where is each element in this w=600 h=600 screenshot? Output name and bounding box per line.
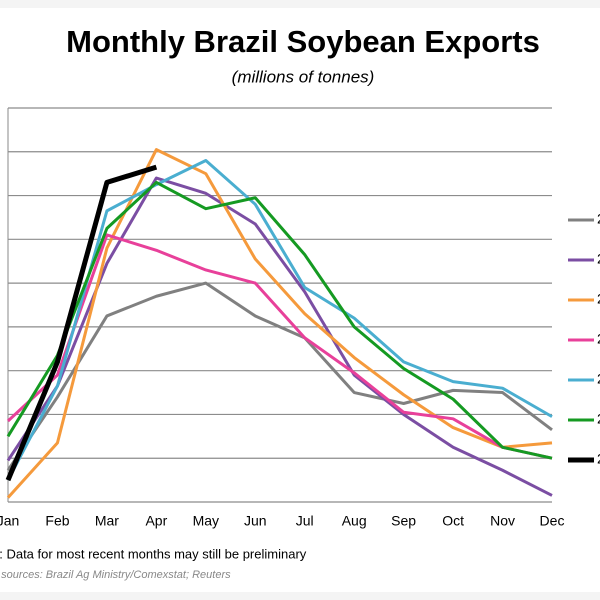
x-tick-label: Sep	[391, 513, 416, 529]
legend-label: 2	[597, 331, 600, 347]
x-tick-label: Oct	[442, 513, 464, 529]
x-tick-label: Jan	[0, 513, 19, 529]
x-tick-label: Jun	[244, 513, 267, 529]
chart-title: Monthly Brazil Soybean Exports	[66, 24, 540, 59]
x-tick-label: Feb	[45, 513, 69, 529]
source: n sources: Brazil Ag Ministry/Comexstat;…	[0, 569, 231, 581]
legend-label: 2	[597, 451, 600, 467]
x-tick-label: Jul	[296, 513, 314, 529]
chart-subtitle: (millions of tonnes)	[232, 67, 375, 86]
x-tick-label: May	[193, 513, 219, 529]
legend-label: 2	[597, 251, 600, 267]
series-line	[6, 159, 553, 481]
legend-label: 2	[597, 411, 600, 427]
legend-label: 2	[597, 291, 600, 307]
series-line	[6, 281, 553, 472]
series-line	[5, 164, 158, 482]
legend-label: 2	[597, 211, 600, 227]
series-line	[6, 180, 553, 460]
series-line	[6, 233, 553, 460]
x-tick-label: Apr	[145, 513, 167, 529]
legend-label: 2	[597, 371, 600, 387]
panel	[0, 8, 600, 592]
series-line	[6, 148, 553, 499]
x-tick-label: Mar	[95, 513, 119, 529]
x-tick-label: Dec	[540, 513, 565, 529]
x-tick-label: Aug	[342, 513, 367, 529]
note: e: Data for most recent months may still…	[0, 546, 307, 561]
x-tick-label: Nov	[490, 513, 515, 529]
